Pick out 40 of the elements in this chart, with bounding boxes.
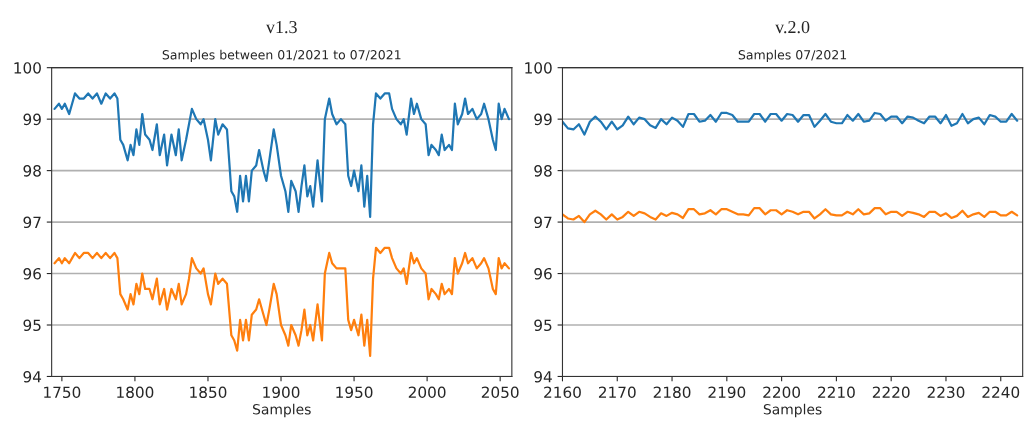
x-tick-label: 2000: [408, 386, 446, 399]
y-tick-label: 100: [14, 62, 41, 74]
y-tick-label: 95: [534, 319, 552, 332]
x-tick-label: 2230: [927, 386, 965, 399]
x-tick-label: 1950: [336, 386, 373, 399]
x-tick-label: 2210: [818, 386, 855, 399]
y-tick-label: 99: [534, 113, 552, 126]
line-series: [53, 246, 511, 357]
x-tick-label: 2050: [481, 386, 519, 399]
y-tick-label: 100: [525, 62, 552, 74]
x-tick-label: 1850: [190, 386, 227, 399]
x-tick-label: 2180: [653, 386, 691, 399]
y-tick-label: 96: [534, 268, 552, 280]
y-tick-label: 97: [534, 216, 552, 229]
y-tick-label: 99: [23, 113, 41, 126]
chart-title: v.2.0: [775, 20, 810, 34]
x-tick-label: 2160: [544, 386, 581, 399]
x-axis-title: Samples: [253, 403, 311, 418]
x-axis-title: Samples: [763, 403, 822, 418]
chart-subtitle: Samples between 01/2021 to 07/2021: [162, 49, 401, 62]
y-tick-label: 94: [534, 370, 552, 383]
y-tick-label: 97: [23, 216, 41, 229]
y-tick-label: 95: [23, 319, 41, 332]
y-tick-label: 94: [23, 370, 42, 383]
line-series: [562, 111, 1019, 136]
x-tick-label: 2190: [708, 386, 746, 399]
x-tick-label: 1800: [117, 386, 154, 399]
x-tick-label: 1900: [263, 386, 300, 399]
x-tick-label: 2200: [763, 386, 801, 399]
x-tick-label: 2170: [598, 386, 636, 399]
x-tick-label: 1750: [44, 386, 81, 399]
chart-title: v1.3: [265, 21, 297, 34]
x-tick-label: 2240: [982, 386, 1020, 399]
x-tick-label: 2220: [872, 386, 910, 399]
line-series: [562, 207, 1019, 224]
y-tick-label: 98: [534, 165, 552, 177]
y-tick-label: 96: [23, 268, 41, 280]
line-series: [53, 92, 511, 219]
chart-subtitle: Samples 07/2021: [738, 49, 847, 62]
y-tick-label: 98: [23, 165, 41, 177]
